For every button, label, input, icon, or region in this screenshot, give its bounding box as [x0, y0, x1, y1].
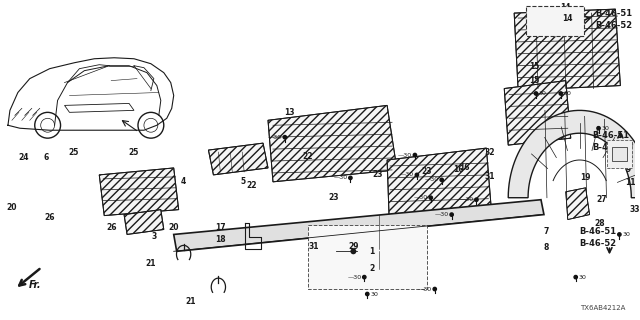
Bar — [526, 6, 584, 36]
Text: 30: 30 — [371, 292, 378, 297]
Circle shape — [450, 213, 453, 216]
Text: 17: 17 — [215, 223, 226, 232]
Text: B-46-51: B-46-51 — [596, 9, 633, 18]
Polygon shape — [99, 168, 179, 216]
Text: B-46-51: B-46-51 — [580, 228, 617, 236]
Text: 14: 14 — [563, 13, 573, 22]
Text: B-46-52: B-46-52 — [596, 20, 633, 29]
Bar — [308, 225, 427, 289]
Text: 22: 22 — [303, 152, 313, 161]
Circle shape — [415, 173, 419, 177]
Text: 13: 13 — [285, 108, 295, 117]
Text: —30: —30 — [333, 175, 348, 180]
Polygon shape — [124, 210, 164, 235]
Text: 30: 30 — [579, 275, 587, 280]
Text: 28: 28 — [594, 219, 605, 228]
Polygon shape — [508, 110, 640, 198]
Circle shape — [350, 248, 356, 254]
Circle shape — [618, 233, 621, 236]
Text: TX6AB4212A: TX6AB4212A — [580, 305, 625, 311]
Text: 3: 3 — [151, 232, 157, 241]
Circle shape — [534, 92, 538, 95]
Text: —30: —30 — [268, 135, 282, 140]
Text: 29: 29 — [348, 242, 358, 251]
Text: 30: 30 — [622, 232, 630, 237]
Text: 15: 15 — [529, 62, 540, 71]
Text: 26: 26 — [106, 223, 116, 232]
Circle shape — [597, 127, 600, 130]
Polygon shape — [504, 81, 571, 145]
Text: 23: 23 — [328, 193, 339, 202]
Circle shape — [433, 287, 436, 291]
Text: 25: 25 — [68, 148, 79, 156]
Text: 24: 24 — [19, 153, 29, 162]
Text: 23: 23 — [422, 167, 432, 176]
Text: 21: 21 — [186, 298, 196, 307]
Bar — [607, 140, 632, 168]
Text: 15: 15 — [529, 76, 540, 85]
Text: 10: 10 — [623, 141, 634, 150]
Text: 27: 27 — [596, 195, 607, 204]
Text: 31: 31 — [308, 242, 319, 251]
Text: —30: —30 — [347, 275, 362, 280]
Text: 31: 31 — [484, 172, 495, 181]
Text: —30: —30 — [413, 195, 428, 200]
Circle shape — [429, 196, 433, 199]
Circle shape — [440, 178, 444, 181]
Text: 30: 30 — [539, 91, 547, 96]
Text: 30: 30 — [564, 91, 572, 96]
Text: —30: —30 — [418, 286, 432, 292]
Text: —30: —30 — [435, 212, 449, 217]
Text: 9: 9 — [625, 165, 630, 174]
Text: 14: 14 — [561, 3, 571, 12]
Text: 20: 20 — [6, 203, 17, 212]
Polygon shape — [566, 188, 589, 220]
Circle shape — [284, 135, 287, 139]
Text: B-46-52: B-46-52 — [593, 143, 630, 152]
Text: 21: 21 — [146, 259, 156, 268]
Text: 19: 19 — [580, 173, 591, 182]
Text: 25: 25 — [129, 148, 139, 156]
Text: 7: 7 — [543, 227, 548, 236]
Text: 16: 16 — [453, 165, 464, 174]
Text: —30: —30 — [398, 153, 412, 157]
Text: B-46-51: B-46-51 — [593, 131, 630, 140]
Text: 26: 26 — [44, 213, 55, 222]
Text: 5: 5 — [241, 177, 246, 186]
Circle shape — [349, 176, 352, 180]
Text: 23: 23 — [372, 170, 383, 180]
Text: 4: 4 — [181, 177, 186, 186]
Text: —30: —30 — [460, 197, 474, 202]
Text: 18: 18 — [215, 235, 226, 244]
Polygon shape — [514, 9, 620, 91]
Circle shape — [574, 276, 577, 279]
Text: 12: 12 — [623, 151, 634, 160]
Circle shape — [365, 292, 369, 296]
Text: Fr.: Fr. — [28, 280, 41, 290]
Text: 2: 2 — [370, 264, 375, 273]
Text: —30: —30 — [424, 177, 439, 182]
Text: —30: —30 — [400, 172, 414, 177]
Text: 16: 16 — [460, 164, 470, 172]
Polygon shape — [387, 148, 492, 218]
Text: 32: 32 — [484, 148, 495, 156]
Text: 8: 8 — [543, 243, 548, 252]
Polygon shape — [209, 143, 268, 175]
Text: 11: 11 — [625, 178, 636, 187]
Text: B-46-52: B-46-52 — [580, 239, 617, 248]
Text: 1: 1 — [370, 247, 375, 256]
Circle shape — [413, 153, 417, 157]
Polygon shape — [268, 105, 397, 182]
Polygon shape — [173, 200, 544, 251]
Circle shape — [475, 198, 478, 201]
Text: 6: 6 — [43, 153, 48, 162]
Text: 33: 33 — [629, 204, 640, 214]
Circle shape — [363, 276, 366, 279]
Circle shape — [559, 92, 563, 95]
Bar — [612, 147, 627, 161]
Text: 22: 22 — [246, 181, 257, 190]
Text: 30: 30 — [602, 126, 609, 131]
Text: 20: 20 — [168, 223, 179, 232]
